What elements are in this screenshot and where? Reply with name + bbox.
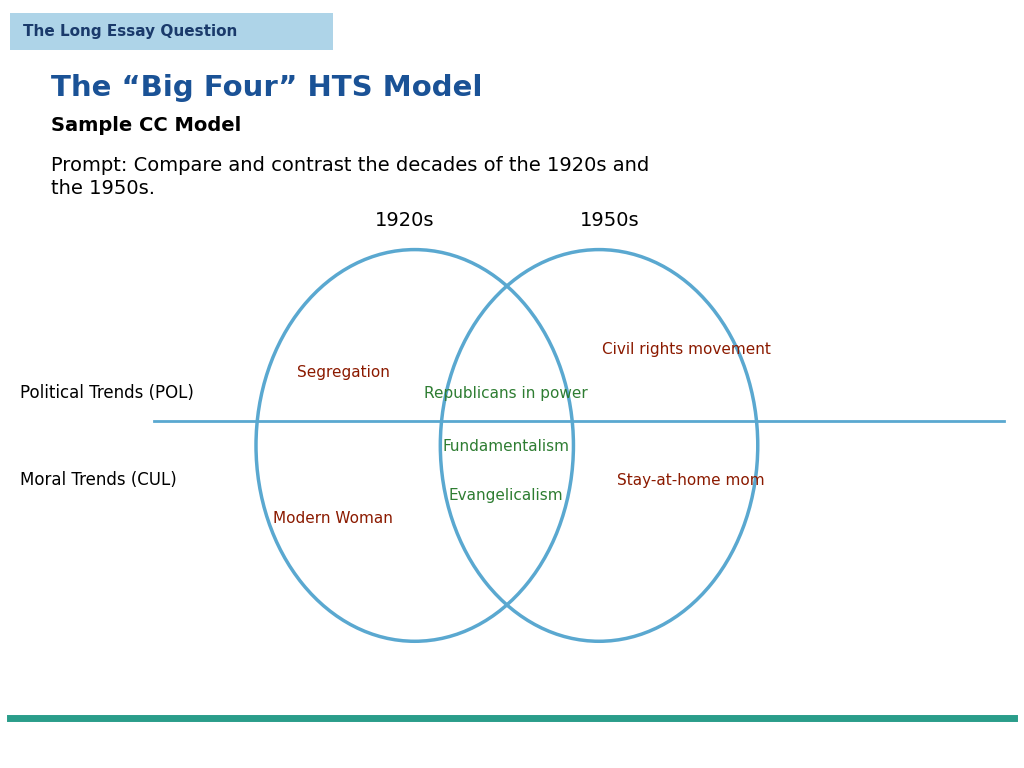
Text: 1920s: 1920s — [375, 211, 434, 230]
FancyBboxPatch shape — [10, 13, 333, 50]
Text: The “Big Four” HTS Model: The “Big Four” HTS Model — [51, 74, 482, 102]
Text: Civil rights movement: Civil rights movement — [602, 342, 770, 357]
Text: Political Trends (POL): Political Trends (POL) — [20, 384, 195, 402]
Text: Fundamentalism: Fundamentalism — [442, 439, 569, 455]
Text: Sample CC Model: Sample CC Model — [51, 117, 242, 135]
Text: Modern Woman: Modern Woman — [272, 511, 393, 526]
Text: Prompt: Compare and contrast the decades of the 1920s and: Prompt: Compare and contrast the decades… — [51, 156, 649, 174]
Text: Republicans in power: Republicans in power — [424, 386, 588, 401]
Text: Segregation: Segregation — [297, 365, 389, 380]
Text: Evangelicalism: Evangelicalism — [449, 488, 563, 503]
Text: the 1950s.: the 1950s. — [51, 179, 156, 197]
Text: 1950s: 1950s — [580, 211, 639, 230]
Text: Stay-at-home mom: Stay-at-home mom — [617, 472, 765, 488]
Text: The Long Essay Question: The Long Essay Question — [23, 24, 237, 39]
Text: Moral Trends (CUL): Moral Trends (CUL) — [20, 471, 177, 489]
